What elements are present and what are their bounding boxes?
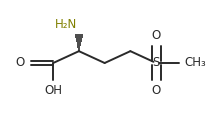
Text: O: O (151, 84, 161, 97)
Text: O: O (151, 29, 161, 42)
Text: O: O (15, 56, 24, 70)
Text: CH₃: CH₃ (184, 56, 206, 70)
Text: S: S (152, 56, 160, 70)
Text: H₂N: H₂N (55, 18, 77, 31)
Text: OH: OH (44, 84, 62, 97)
